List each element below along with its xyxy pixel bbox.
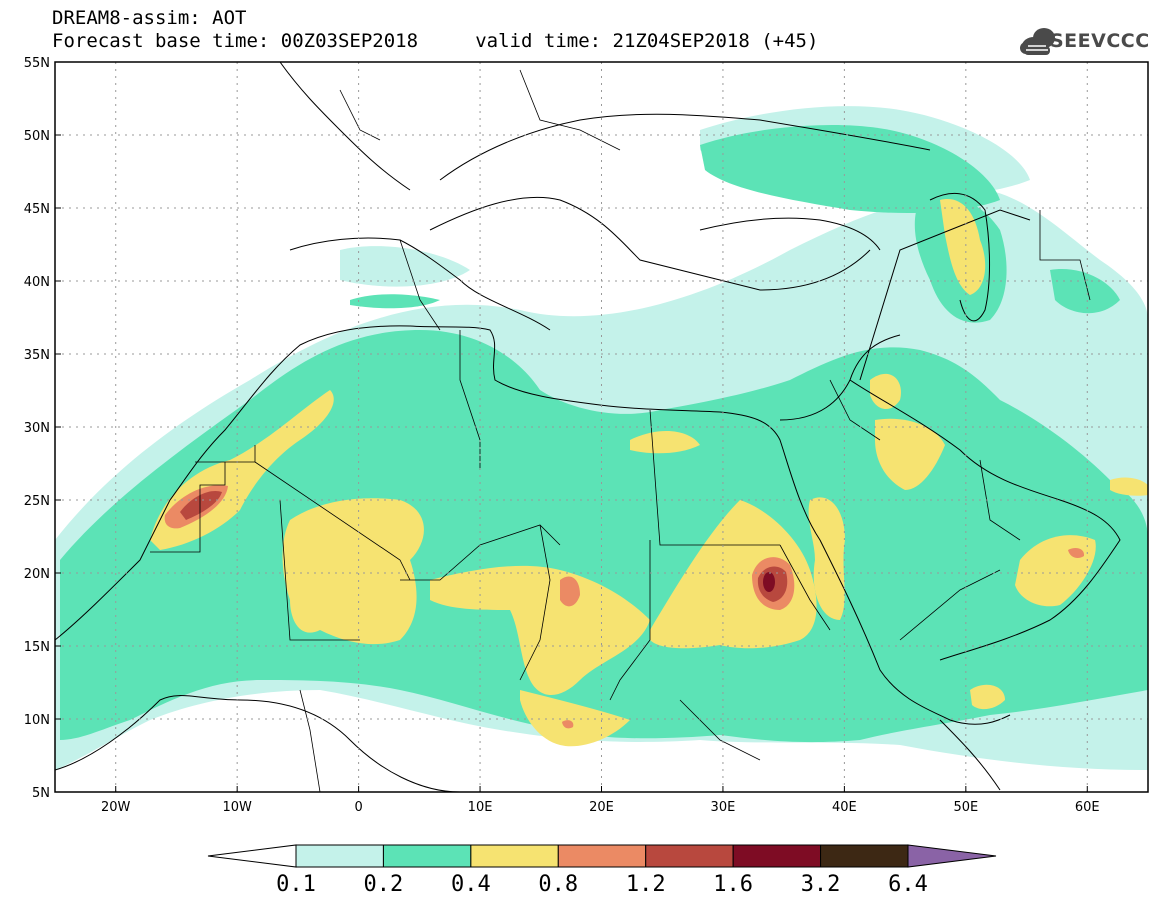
lon-tick-label: 0	[354, 800, 362, 815]
colorbar-swatch	[470, 844, 559, 868]
lon-tick-label: 10W	[222, 800, 252, 815]
lon-tick-label: 20W	[101, 800, 131, 815]
lat-tick-label: 10N	[24, 713, 50, 728]
colorbar-label: 1.6	[713, 872, 754, 897]
lat-tick-label: 55N	[24, 56, 50, 71]
lon-tick-label: 40E	[832, 800, 857, 815]
axis-ticks: 20W 10W 0 10E 20E 30E 40E 50E 60E 55N 50N 45N 40N 35N…	[24, 56, 1100, 815]
lon-tick-label: 60E	[1075, 800, 1100, 815]
colorbar-swatch	[645, 844, 734, 868]
colorbar-label: 0.4	[450, 872, 491, 897]
lat-tick-label: 5N	[32, 786, 50, 801]
colorbar-swatch	[295, 844, 384, 868]
colorbar-swatch	[382, 844, 472, 868]
lon-tick-label: 30E	[711, 800, 736, 815]
lat-lon-grid	[55, 62, 1148, 792]
lat-tick-label: 35N	[24, 348, 50, 363]
colorbar-high-arrow	[907, 844, 997, 868]
colorbar-swatch	[820, 844, 909, 868]
lat-tick-label: 20N	[24, 567, 50, 582]
lat-tick-label: 45N	[24, 202, 50, 217]
lat-tick-label: 50N	[24, 129, 50, 144]
colorbar-label: 1.2	[625, 872, 666, 897]
forecast-times: Forecast base time: 00Z03SEP2018 valid t…	[52, 30, 819, 52]
lat-tick-label: 40N	[24, 275, 50, 290]
lat-tick-label: 25N	[24, 494, 50, 509]
lat-tick-label: 30N	[24, 421, 50, 436]
lat-tick-label: 15N	[24, 640, 50, 655]
map-title: DREAM8-assim: AOT	[52, 7, 247, 29]
colorbar-low-arrow	[207, 844, 297, 868]
colorbar-label: 0.2	[363, 872, 404, 897]
seevccc-logo: SEEVCCC	[1050, 30, 1150, 52]
aot-field	[55, 106, 1148, 771]
coastlines	[55, 62, 1121, 792]
lon-tick-label: 50E	[953, 800, 978, 815]
colorbar-swatch	[732, 844, 822, 868]
colorbar	[207, 844, 997, 868]
colorbar-label: 0.1	[276, 872, 316, 897]
cloud-icon	[1020, 28, 1055, 55]
colorbar-label: 3.2	[800, 872, 841, 897]
colorbar-label: 6.4	[888, 872, 928, 897]
lon-tick-label: 10E	[468, 800, 493, 815]
colorbar-label: 0.8	[538, 872, 579, 897]
colorbar-swatch	[557, 844, 647, 868]
aot-level-0.4	[150, 199, 1148, 747]
lon-tick-label: 20E	[589, 800, 614, 815]
aot-level-1.6	[763, 572, 775, 592]
